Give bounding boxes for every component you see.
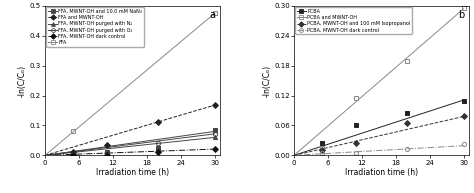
X-axis label: Irradiation time (h): Irradiation time (h) [345,168,418,177]
Y-axis label: -ln(C/Cₒ): -ln(C/Cₒ) [262,64,271,97]
Text: b: b [458,10,464,20]
Text: a: a [209,10,215,20]
Legend: PCBA, PCBA and MWNT-OH, PCBA, MWNT-OH and 100 mM Isopropanol, PCBA, MWNT-OH dark: PCBA, PCBA and MWNT-OH, PCBA, MWNT-OH an… [295,7,412,34]
X-axis label: Irradiation time (h): Irradiation time (h) [96,168,169,177]
Legend: FFA, MWNT-OH and 10.0 mM NaN₃, FFA and MWNT-OH, FFA, MWNT-OH purged with N₂, FFA: FFA, MWNT-OH and 10.0 mM NaN₃, FFA and M… [46,7,144,47]
Y-axis label: -ln(C/Cₒ): -ln(C/Cₒ) [18,64,27,97]
